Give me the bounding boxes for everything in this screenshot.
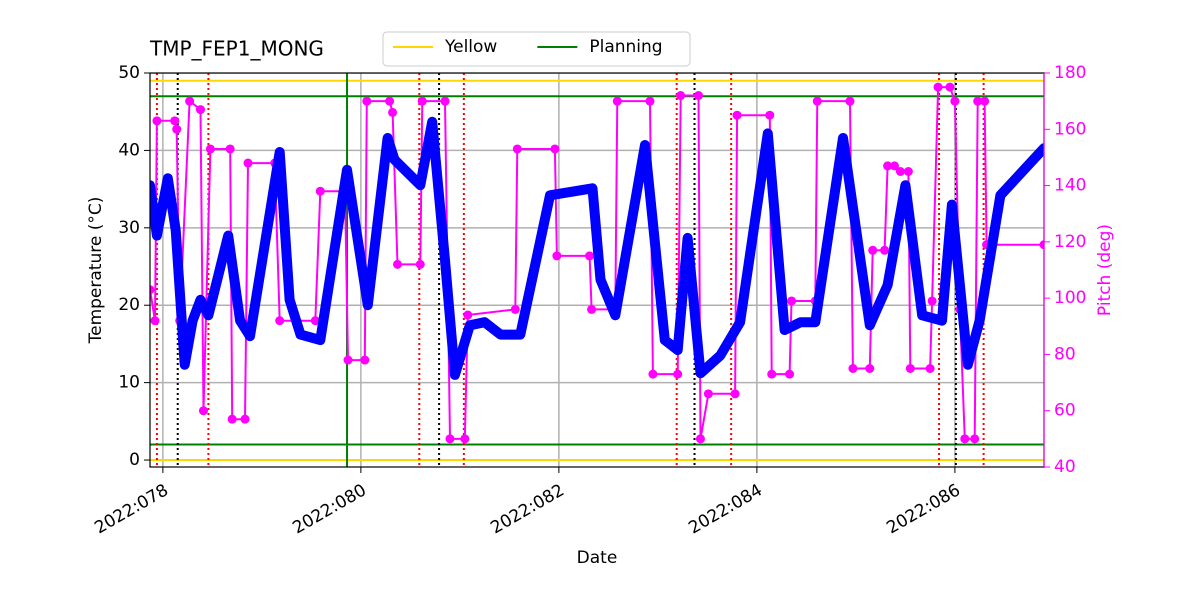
pitch-point [960, 434, 970, 444]
pitch-point [890, 161, 900, 171]
y-tick-label: 10 [118, 373, 140, 393]
pitch-point [645, 96, 655, 106]
pitch-point [275, 316, 285, 326]
pitch-point [880, 245, 890, 255]
pitch-point [785, 369, 795, 379]
y-tick-label: 40 [118, 140, 140, 160]
pitch-point [883, 161, 893, 171]
y2-axis-label: Pitch (deg) [1095, 224, 1115, 316]
legend-box [382, 31, 691, 67]
pitch-point [393, 259, 403, 269]
pitch-line [150, 86, 1044, 440]
pitch-point [703, 389, 713, 399]
pitch-point [812, 96, 822, 106]
pitch-point [673, 369, 683, 379]
pitch-point [695, 434, 705, 444]
pitch-point [693, 91, 703, 101]
y2-tick-label: 100 [1054, 288, 1086, 308]
pitch-point [205, 144, 215, 154]
pitch-point [927, 296, 937, 306]
pitch-point [945, 82, 955, 92]
pitch-point [310, 316, 320, 326]
pitch-point [227, 414, 237, 424]
pitch-point [1039, 240, 1044, 250]
pitch-point [463, 310, 473, 320]
pitch-point [552, 251, 562, 261]
pitch-point [240, 414, 250, 424]
y-tick-label: 20 [118, 295, 140, 315]
pitch-point [185, 96, 195, 106]
pitch-point [980, 96, 990, 106]
pitch-point [848, 364, 858, 373]
pitch-point [868, 245, 878, 255]
pitch-point [845, 96, 855, 106]
pitch-point [730, 389, 740, 399]
y2-tick-label: 180 [1054, 63, 1086, 83]
pitch-point [343, 355, 353, 365]
pitch-point [415, 259, 425, 269]
y2-tick-label: 60 [1054, 401, 1076, 421]
pitch-point [360, 355, 370, 365]
pitch-point [550, 144, 560, 154]
pitch-point [152, 116, 162, 126]
x-axis-label: Date [577, 548, 618, 568]
pitch-point [925, 364, 935, 373]
pitch-point [225, 144, 235, 154]
pitch-point [172, 124, 182, 134]
pitch-point [510, 304, 520, 314]
pitch-point [388, 107, 398, 117]
pitch-point [195, 105, 205, 115]
legend-label: Yellow [444, 37, 497, 57]
pitch-point [950, 96, 960, 106]
pitch-point [445, 434, 455, 444]
y2-tick-label: 140 [1054, 176, 1086, 196]
pitch-point [587, 304, 597, 314]
pitch-point [648, 369, 658, 379]
pitch-point [933, 82, 943, 92]
y-tick-label: 30 [118, 218, 140, 238]
legend: Yellow Planning [382, 31, 691, 67]
plot-area [150, 73, 1044, 467]
pitch-point [440, 96, 450, 106]
pitch-point [970, 434, 980, 444]
pitch-point [150, 316, 160, 326]
pitch-point [676, 91, 686, 101]
y-axis-label: Temperature (°C) [86, 197, 106, 345]
pitch-point [170, 116, 180, 126]
y2-tick-label: 80 [1054, 344, 1076, 364]
temperature-line [150, 116, 1044, 380]
pitch-point [198, 406, 208, 416]
pitch-point [150, 285, 155, 295]
pitch-point [243, 158, 253, 168]
legend-label: Planning [589, 37, 662, 57]
pitch-point [585, 251, 595, 261]
pitch-point [865, 364, 875, 373]
chart-title: TMP_FEP1_MONG [149, 37, 324, 61]
y2-tick-label: 120 [1054, 232, 1086, 252]
y-tick-label: 0 [129, 450, 140, 470]
pitch-point [385, 96, 395, 106]
y2-tick-label: 160 [1054, 119, 1086, 139]
pitch-point [512, 144, 522, 154]
pitch-point [612, 96, 622, 106]
pitch-point [417, 96, 427, 106]
pitch-point [973, 96, 983, 106]
pitch-point [787, 296, 797, 306]
y-tick-label: 50 [118, 63, 140, 83]
pitch-point [903, 167, 913, 176]
pitch-point [315, 186, 325, 196]
pitch-point [765, 110, 775, 120]
pitch-point [732, 110, 742, 120]
pitch-point [905, 364, 915, 373]
pitch-point [362, 96, 372, 106]
pitch-point [767, 369, 777, 379]
pitch-point [895, 167, 905, 176]
y2-tick-label: 40 [1054, 457, 1076, 477]
pitch-point [460, 434, 470, 444]
